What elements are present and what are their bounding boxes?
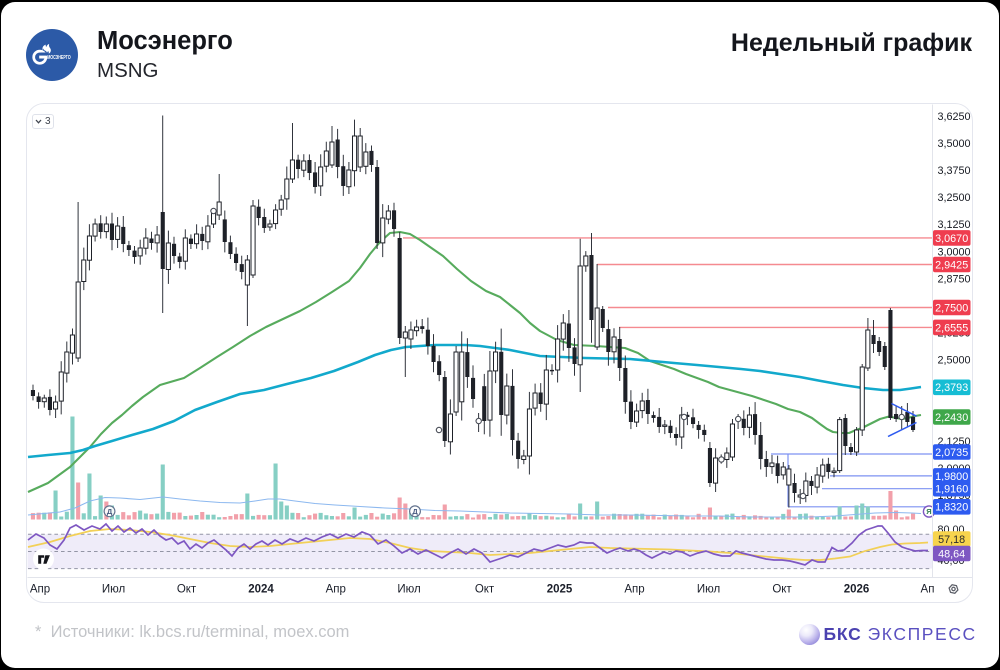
svg-text:2,7500: 2,7500 (935, 302, 968, 314)
svg-text:2,6555: 2,6555 (935, 322, 968, 334)
svg-text:3,3750: 3,3750 (938, 165, 971, 177)
svg-text:57,18: 57,18 (938, 534, 965, 546)
svg-text:48,64: 48,64 (938, 548, 965, 560)
svg-text:Я: Я (926, 507, 931, 516)
svg-text:Апр: Апр (624, 584, 644, 596)
svg-text:Окт: Окт (772, 584, 792, 596)
svg-text:Апр: Апр (326, 584, 346, 596)
svg-text:Июл: Июл (697, 584, 720, 596)
svg-text:2024: 2024 (248, 584, 274, 596)
svg-text:1,9160: 1,9160 (935, 484, 968, 496)
svg-text:1,8320: 1,8320 (935, 502, 968, 514)
svg-text:2,5000: 2,5000 (938, 355, 971, 367)
svg-text:1,9800: 1,9800 (935, 471, 968, 483)
svg-text:Ап: Ап (921, 584, 935, 596)
svg-text:3,2500: 3,2500 (938, 192, 971, 204)
svg-text:3,6250: 3,6250 (938, 111, 971, 123)
svg-text:Д: Д (412, 507, 418, 516)
svg-text:Окт: Окт (177, 584, 197, 596)
svg-text:Июл: Июл (397, 584, 420, 596)
svg-text:2026: 2026 (844, 584, 870, 596)
svg-text:3,5000: 3,5000 (938, 138, 971, 150)
svg-text:2,3793: 2,3793 (935, 382, 968, 394)
svg-text:3,0670: 3,0670 (935, 233, 968, 245)
svg-text:3,1250: 3,1250 (938, 219, 971, 231)
svg-text:Июл: Июл (102, 584, 125, 596)
svg-text:Окт: Окт (475, 584, 495, 596)
svg-text:2025: 2025 (547, 584, 573, 596)
svg-text:2,2430: 2,2430 (935, 412, 968, 424)
svg-text:Апр: Апр (30, 584, 50, 596)
svg-text:МОСЭНЕРГО: МОСЭНЕРГО (47, 55, 71, 61)
svg-text:2,8750: 2,8750 (938, 273, 971, 285)
svg-text:Д: Д (107, 507, 113, 516)
svg-text:3,0000: 3,0000 (938, 246, 971, 258)
svg-text:2,9425: 2,9425 (935, 259, 968, 271)
svg-text:2,0735: 2,0735 (935, 447, 968, 459)
